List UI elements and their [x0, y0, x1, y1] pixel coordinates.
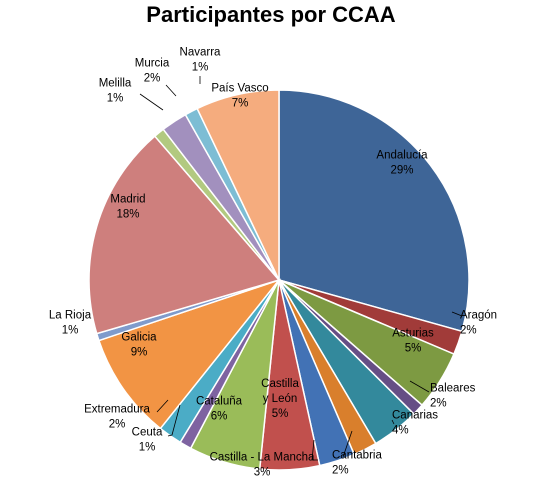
slice-label-castilla-la-mancha: Castilla - La Mancha 3% [210, 452, 315, 479]
pie-slice-galicia [97, 278, 282, 430]
leader-line-castilla-la-mancha [311, 439, 318, 461]
pie-slices [88, 89, 470, 471]
slice-label-navarra: Navarra 1% [180, 47, 222, 74]
slice-label-ceuta: Ceuta 1% [132, 427, 163, 454]
leader-line-ceuta [167, 404, 181, 437]
slice-label-murcia: Murcia 2% [135, 58, 170, 85]
pie-slice-madrid [88, 135, 281, 335]
pie-slice-pais-vasco [196, 89, 280, 281]
leader-line-melilla [139, 93, 164, 111]
chart-title: Participantes por CCAA [146, 2, 396, 27]
slice-label-pais-vasco: País Vasco 7% [211, 83, 268, 110]
slice-label-baleares: Baleares 2% [430, 383, 476, 410]
slice-label-aragon: Aragón 2% [460, 310, 497, 337]
slice-label-cantabria: Cantabria 2% [332, 450, 382, 477]
pie-slice-andalucia [278, 89, 470, 333]
leader-line-aragon [451, 311, 463, 317]
slice-label-madrid: Madrid 18% [110, 194, 145, 221]
slice-label-canarias: Canarias 4% [392, 410, 438, 437]
slice-label-galicia: Galicia 9% [121, 332, 157, 359]
leader-line-extremadura [156, 399, 169, 413]
slice-label-andalucia: Andalucía 29% [376, 150, 428, 177]
slice-label-cataluna: Cataluña 6% [196, 396, 243, 423]
slice-label-asturias: Asturias 5% [392, 328, 434, 355]
slice-label-la-rioja: La Rioja 1% [49, 310, 92, 337]
leader-line-baleares [409, 380, 430, 393]
leader-line-canarias [391, 419, 395, 425]
slice-label-extremadura: Extremadura 2% [84, 404, 150, 431]
slice-label-castilla-y-leon: Castilla y León 5% [261, 378, 299, 420]
leader-line-cantabria [342, 430, 353, 458]
slice-label-melilla: Melilla 1% [99, 78, 132, 105]
leader-line-murcia [165, 84, 177, 97]
